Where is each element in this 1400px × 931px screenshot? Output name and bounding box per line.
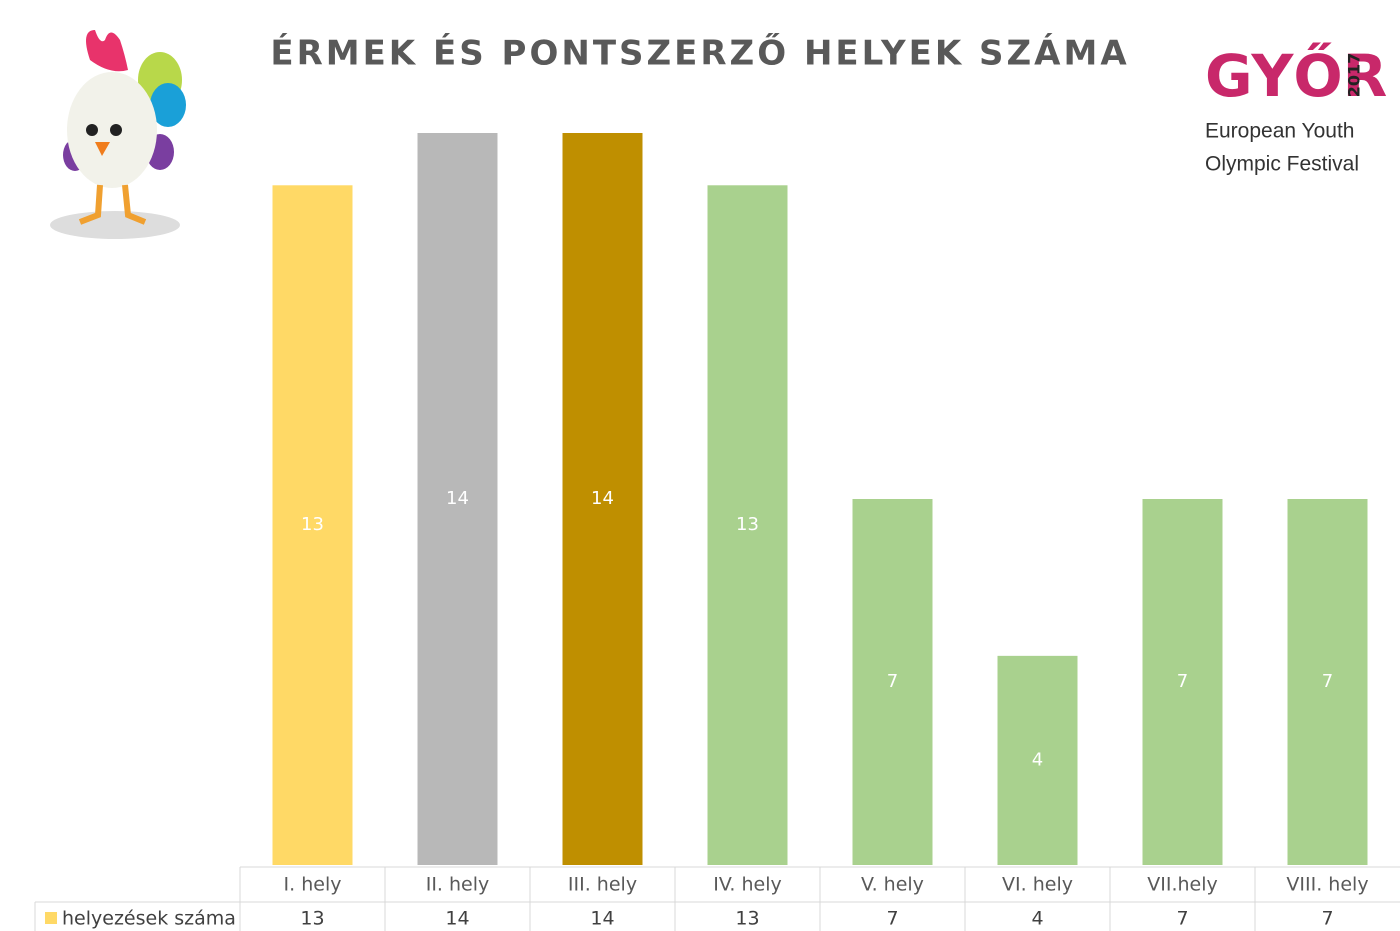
legend-label: helyezések száma: [62, 908, 236, 930]
logo-line: Olympic Festival: [1205, 153, 1359, 176]
data-label: 7: [1322, 671, 1333, 692]
data-label: 14: [446, 488, 469, 509]
table-value: 7: [1321, 908, 1333, 930]
x-tick-label: IV. hely: [713, 874, 782, 896]
data-label: 13: [736, 514, 759, 535]
data-label: 7: [887, 671, 898, 692]
table-value: 13: [300, 908, 324, 930]
data-label: 4: [1032, 749, 1043, 770]
table-value: 14: [445, 908, 469, 930]
logo-line: European Youth: [1205, 120, 1354, 143]
data-label: 7: [1177, 671, 1188, 692]
x-tick-label: III. hely: [568, 874, 637, 896]
x-tick-label: VI. hely: [1002, 874, 1073, 896]
x-tick-label: VII.hely: [1147, 874, 1218, 896]
table-value: 7: [1176, 908, 1188, 930]
table-value: 13: [735, 908, 759, 930]
table-value: 4: [1031, 908, 1043, 930]
x-tick-label: VIII. hely: [1286, 874, 1368, 896]
data-label: 14: [591, 488, 614, 509]
chart-title: ÉRMEK ÉS PONTSZERZŐ HELYEK SZÁMA: [270, 33, 1129, 74]
x-tick-label: II. hely: [426, 874, 490, 896]
legend-swatch: [45, 912, 57, 924]
data-label: 13: [301, 514, 324, 535]
x-tick-label: I. hely: [284, 874, 342, 896]
table-value: 14: [590, 908, 614, 930]
table-value: 7: [886, 908, 898, 930]
chart: ÉRMEK ÉS PONTSZERZŐ HELYEK SZÁMA GYŐR 20…: [0, 0, 1400, 931]
logo-year: 2017: [1345, 53, 1364, 98]
x-tick-label: V. hely: [861, 874, 924, 896]
